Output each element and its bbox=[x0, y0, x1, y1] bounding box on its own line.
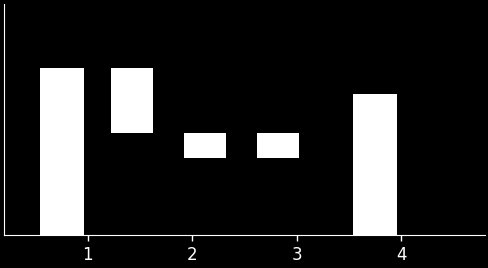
Bar bbox=[110, 68, 152, 133]
Bar bbox=[352, 94, 396, 235]
Bar bbox=[257, 133, 298, 158]
Bar bbox=[40, 68, 83, 235]
Bar bbox=[183, 133, 225, 158]
